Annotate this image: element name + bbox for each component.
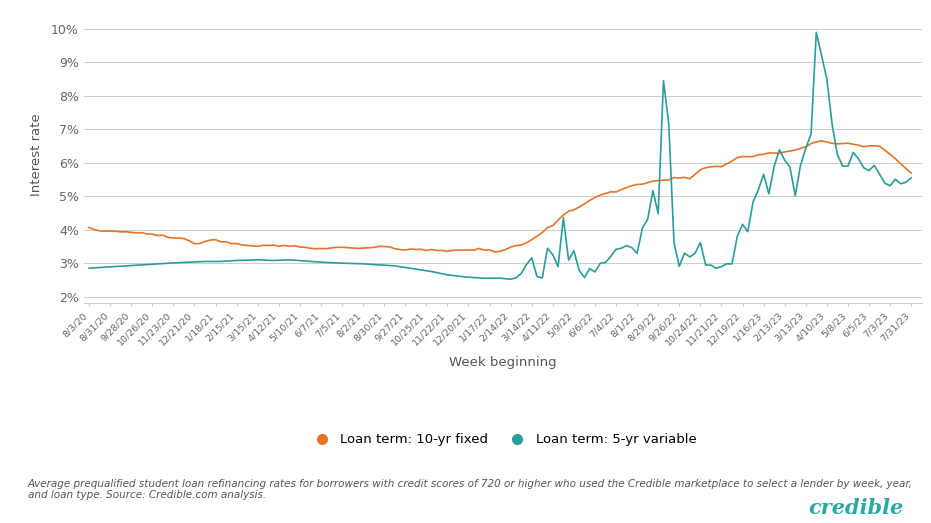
Text: Average prequalified student loan refinancing rates for borrowers with credit sc: Average prequalified student loan refina… — [28, 479, 912, 500]
X-axis label: Week beginning: Week beginning — [449, 356, 557, 369]
Legend: Loan term: 10-yr fixed, Loan term: 5-yr variable: Loan term: 10-yr fixed, Loan term: 5-yr … — [304, 428, 702, 452]
Text: credible: credible — [808, 498, 903, 518]
Y-axis label: Interest rate: Interest rate — [30, 113, 43, 196]
